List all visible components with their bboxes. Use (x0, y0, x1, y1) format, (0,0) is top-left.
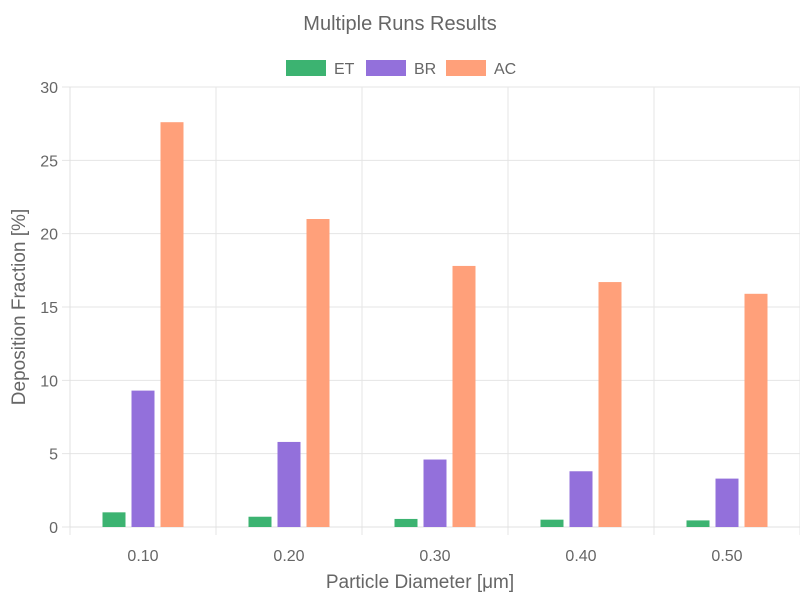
legend-label: BR (414, 61, 436, 78)
x-tick-label: 0.50 (711, 548, 742, 565)
y-tick-label: 25 (40, 153, 58, 170)
x-tick-label: 0.10 (127, 548, 158, 565)
x-tick-label: 0.20 (273, 548, 304, 565)
bar-et-0.40[interactable] (540, 519, 564, 527)
bar-br-0.40[interactable] (569, 471, 593, 527)
y-tick-label: 10 (40, 373, 58, 390)
y-tick-label: 0 (49, 520, 58, 537)
legend-item-ac[interactable]: AC (446, 60, 516, 78)
bar-et-0.10[interactable] (102, 512, 126, 527)
bar-ac-0.20[interactable] (306, 219, 330, 527)
legend[interactable]: ET BR AC (286, 60, 516, 78)
x-axis-ticks: 0.10 0.20 0.30 0.40 0.50 (127, 548, 742, 565)
chart-title: Multiple Runs Results (303, 13, 496, 35)
bar-et-0.20[interactable] (248, 516, 272, 527)
legend-item-et[interactable]: ET (286, 60, 355, 78)
y-axis-title: Deposition Fraction [%] (9, 209, 30, 405)
y-tick-label: 20 (40, 227, 58, 244)
legend-label: ET (334, 61, 355, 78)
bar-ac-0.10[interactable] (160, 122, 184, 527)
legend-swatch (366, 60, 406, 76)
bar-ac-0.40[interactable] (598, 282, 622, 527)
bar-ac-0.30[interactable] (452, 265, 476, 527)
x-tick-label: 0.30 (419, 548, 450, 565)
bar-br-0.10[interactable] (131, 390, 155, 527)
bars (102, 122, 768, 527)
bar-br-0.50[interactable] (715, 478, 739, 527)
bar-et-0.30[interactable] (394, 518, 418, 527)
x-tick-label: 0.40 (565, 548, 596, 565)
legend-item-br[interactable]: BR (366, 60, 436, 78)
bar-ac-0.50[interactable] (744, 293, 768, 527)
legend-swatch (446, 60, 486, 76)
bar-br-0.30[interactable] (423, 459, 447, 527)
x-axis-title: Particle Diameter [μm] (326, 572, 514, 593)
y-tick-label: 30 (40, 80, 58, 97)
y-tick-label: 5 (49, 447, 58, 464)
bar-et-0.50[interactable] (686, 520, 710, 527)
legend-label: AC (494, 61, 516, 78)
bar-br-0.20[interactable] (277, 441, 301, 527)
y-tick-label: 15 (40, 300, 58, 317)
y-axis-ticks: 0 5 10 15 20 25 30 (40, 80, 58, 537)
legend-swatch (286, 60, 326, 76)
